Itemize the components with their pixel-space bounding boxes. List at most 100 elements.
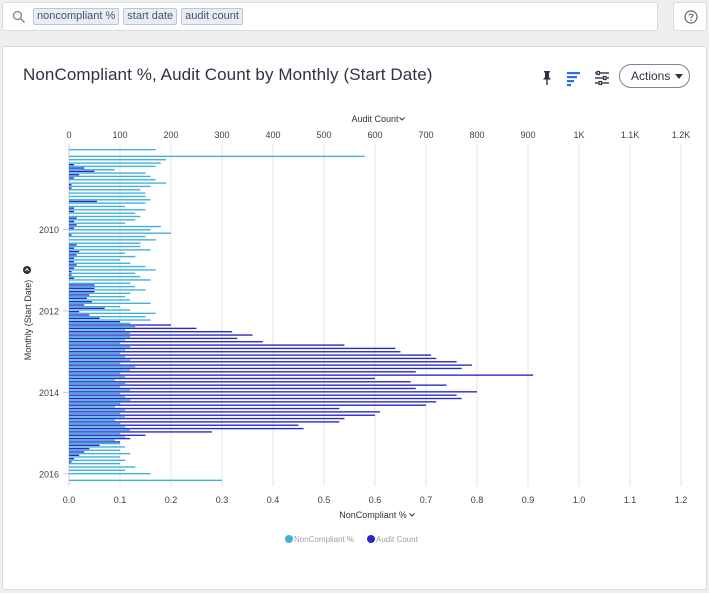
audit-count-bar	[69, 247, 75, 249]
audit-count-bar	[69, 167, 85, 169]
noncompliant-bar	[69, 352, 120, 355]
top-axis-title[interactable]: Audit Count	[351, 114, 399, 124]
noncompliant-bar	[69, 376, 126, 378]
chevron-down-icon[interactable]	[409, 513, 415, 517]
audit-count-bar	[69, 290, 95, 293]
noncompliant-bar	[69, 452, 131, 455]
audit-count-bar	[69, 324, 171, 326]
noncompliant-bar	[69, 222, 126, 224]
top-axis-tick-label: 400	[265, 130, 280, 140]
actions-button[interactable]: Actions	[619, 64, 690, 88]
legend-swatch-noncompliant[interactable]	[285, 535, 293, 543]
noncompliant-bar	[69, 232, 171, 234]
noncompliant-bar	[69, 319, 151, 321]
audit-count-bar	[69, 267, 75, 269]
audit-count-bar	[69, 341, 263, 343]
noncompliant-bar	[69, 346, 131, 348]
audit-count-bar	[69, 277, 75, 279]
noncompliant-bar	[69, 436, 126, 438]
pin-icon[interactable]	[538, 69, 556, 87]
audit-count-bar	[69, 347, 396, 350]
top-axis-tick-label: 700	[418, 130, 433, 140]
noncompliant-bar	[69, 412, 120, 415]
help-button[interactable]	[673, 2, 707, 31]
search-token[interactable]: start date	[123, 8, 178, 25]
search-token[interactable]: audit count	[181, 8, 243, 25]
noncompliant-bar	[69, 209, 146, 211]
noncompliant-bar	[69, 419, 115, 421]
bottom-axis-tick-label: 0.2	[165, 495, 178, 505]
search-tokens: noncompliant % start date audit count	[33, 8, 243, 25]
noncompliant-bar	[69, 165, 156, 168]
noncompliant-bar	[69, 252, 126, 254]
audit-count-bar	[69, 441, 120, 443]
audit-count-bar	[69, 270, 72, 273]
noncompliant-bar	[69, 305, 120, 308]
bar-chart-icon[interactable]	[565, 69, 583, 87]
chevron-down-icon[interactable]	[399, 117, 405, 121]
bottom-axis-tick-label: 0.3	[216, 495, 229, 505]
top-axis-tick-label: 900	[520, 130, 535, 140]
legend-swatch-audit-count[interactable]	[367, 535, 375, 543]
audit-count-bar	[69, 297, 87, 299]
noncompliant-bar	[69, 219, 136, 221]
chevron-down-icon	[675, 73, 684, 79]
noncompliant-bar	[69, 472, 151, 475]
noncompliant-bar	[69, 239, 156, 241]
top-axis-tick-label: 200	[163, 130, 178, 140]
audit-count-bar	[69, 334, 253, 336]
audit-count-bar	[69, 431, 212, 433]
noncompliant-bar	[69, 202, 146, 204]
noncompliant-bar	[69, 342, 120, 345]
noncompliant-bar	[69, 356, 126, 358]
bottom-axis-title[interactable]: NonCompliant %	[339, 510, 407, 520]
audit-count-bar	[69, 314, 90, 316]
audit-count-bar	[69, 310, 80, 313]
noncompliant-bar	[69, 386, 120, 388]
audit-count-bar	[69, 207, 75, 209]
noncompliant-bar	[69, 332, 131, 335]
top-axis-tick-label: 300	[214, 130, 229, 140]
noncompliant-bar	[69, 362, 120, 365]
noncompliant-bar	[69, 189, 141, 191]
noncompliant-bar	[69, 262, 131, 264]
legend-label-noncompliant[interactable]: NonCompliant %	[294, 535, 354, 544]
audit-count-bar	[69, 437, 131, 440]
noncompliant-bar	[69, 426, 126, 428]
audit-count-bar	[69, 304, 85, 306]
noncompliant-bar	[69, 195, 146, 198]
audit-count-bar	[69, 371, 416, 373]
sliders-icon[interactable]	[593, 69, 611, 87]
noncompliant-bar	[69, 459, 126, 461]
audit-count-bar	[69, 407, 340, 410]
noncompliant-bar	[69, 285, 136, 288]
bottom-axis-tick-label: 0.7	[420, 495, 433, 505]
y-axis-tick-label: 2016	[39, 469, 59, 479]
legend-label-audit-count[interactable]: Audit Count	[376, 535, 419, 544]
noncompliant-bar	[69, 259, 120, 261]
search-token[interactable]: noncompliant %	[33, 8, 120, 25]
noncompliant-bar	[69, 175, 151, 178]
noncompliant-bar	[69, 462, 120, 465]
noncompliant-bar	[69, 182, 166, 184]
audit-count-bar	[69, 187, 72, 189]
audit-count-bar	[69, 394, 457, 396]
audit-count-bar	[69, 331, 233, 333]
search-bar[interactable]: noncompliant % start date audit count	[2, 2, 658, 31]
audit-count-bar	[69, 457, 75, 460]
search-icon	[12, 10, 25, 23]
sort-icon[interactable]	[23, 266, 31, 274]
audit-count-bar	[69, 401, 437, 403]
y-axis-title[interactable]: Monthly (Start Date)	[23, 280, 33, 361]
audit-count-bar	[69, 357, 437, 360]
noncompliant-bar	[69, 322, 131, 325]
audit-count-bar	[69, 274, 72, 276]
audit-count-bar	[69, 434, 146, 436]
bottom-axis-tick-label: 1.0	[573, 495, 586, 505]
noncompliant-bar	[69, 149, 156, 151]
noncompliant-bar	[69, 275, 141, 278]
audit-count-bar	[69, 454, 80, 456]
noncompliant-bar	[69, 292, 131, 294]
audit-count-bar	[69, 174, 80, 176]
noncompliant-bar	[69, 192, 146, 194]
